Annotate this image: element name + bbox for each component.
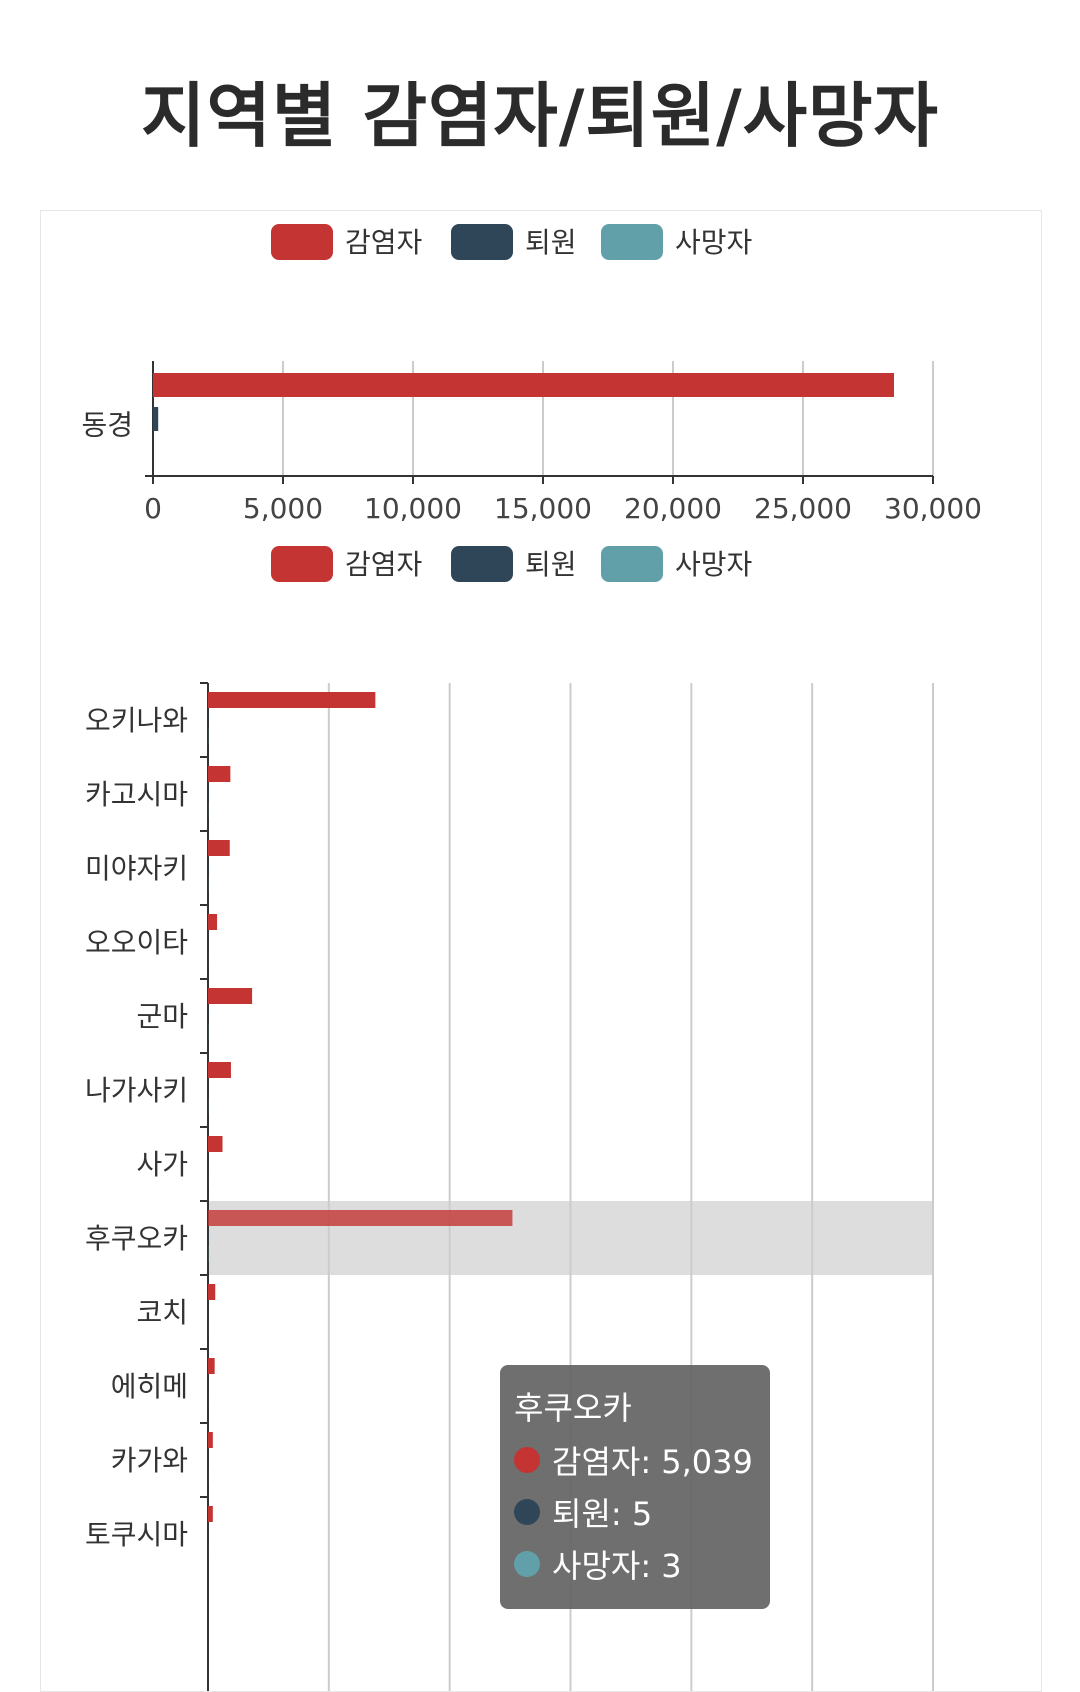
- tooltip-row-infected: 감염자: 5,039: [514, 1437, 753, 1483]
- chart2-bar-감염자: [208, 766, 230, 782]
- legend-swatch-1: [451, 224, 513, 260]
- chart2-category-label: 후쿠오카: [85, 1222, 188, 1255]
- chart2-bar-감염자: [208, 988, 252, 1004]
- chart2-category-label: 군마: [136, 1000, 188, 1033]
- chart2-category-label: 토쿠시마: [85, 1518, 188, 1551]
- chart1-x-tick-label: 15,000: [494, 492, 592, 525]
- tooltip-row-deaths: 사망자: 3: [514, 1541, 682, 1587]
- legend-label-1: 퇴원: [525, 548, 577, 581]
- chart2-category-label: 사가: [136, 1148, 188, 1181]
- chart1-category-label: 동경: [81, 409, 133, 442]
- legend-swatch-2: [601, 546, 663, 582]
- chart2-category-label: 나가사키: [85, 1074, 188, 1107]
- legend-label-2: 사망자: [675, 226, 752, 259]
- chart2-bar-감염자: [208, 1062, 231, 1078]
- chart1-x-tick-label: 10,000: [364, 492, 462, 525]
- legend-label-2: 사망자: [675, 548, 752, 581]
- chart2-bar-감염자: [208, 1136, 223, 1152]
- legend-swatch-2: [601, 224, 663, 260]
- chart1-bar-퇴원: [153, 407, 158, 431]
- legend-swatch-1: [451, 546, 513, 582]
- chart2-bar-감염자: [208, 692, 375, 708]
- chart2-bar-감염자: [208, 1506, 213, 1522]
- chart1-x-tick-label: 25,000: [754, 492, 852, 525]
- legend-swatch-0: [271, 224, 333, 260]
- chart1-x-tick-label: 30,000: [884, 492, 982, 525]
- chart2-category-label: 오오이타: [85, 926, 188, 959]
- chart2-bar-감염자: [208, 1210, 512, 1226]
- chart2-bar-감염자: [208, 1358, 215, 1374]
- tooltip-row-discharged: 퇴원: 5: [514, 1489, 652, 1535]
- tooltip-discharged-label: 퇴원: 5: [552, 1489, 652, 1535]
- chart2-bar-감염자: [208, 840, 230, 856]
- legend-label-1: 퇴원: [525, 226, 577, 259]
- chart2-category-label: 오키나와: [85, 704, 188, 737]
- legend-swatch-0: [271, 546, 333, 582]
- chart2-bar-감염자: [208, 914, 217, 930]
- tooltip-dot-discharged: [514, 1499, 540, 1525]
- page-title: 지역별 감염자/퇴원/사망자: [0, 60, 1080, 161]
- chart1-bar-감염자: [153, 373, 894, 397]
- chart2-category-label: 코치: [136, 1296, 188, 1329]
- chart1-x-tick-label: 20,000: [624, 492, 722, 525]
- tooltip-title: 후쿠오카: [514, 1383, 632, 1429]
- tooltip-infected-label: 감염자: 5,039: [552, 1437, 753, 1483]
- chart2-bar-감염자: [208, 1432, 213, 1448]
- chart2-bar-감염자: [208, 1284, 215, 1300]
- chart1-x-tick-label: 0: [144, 492, 162, 525]
- chart2-category-label: 카고시마: [85, 778, 188, 811]
- chart2-category-label: 에히메: [111, 1370, 188, 1403]
- chart2-category-label: 미야자키: [85, 852, 188, 885]
- legend-label-0: 감염자: [345, 226, 422, 259]
- legend-label-0: 감염자: [345, 548, 422, 581]
- tooltip-deaths-label: 사망자: 3: [552, 1541, 682, 1587]
- chart1-x-tick-label: 5,000: [243, 492, 323, 525]
- chart2-category-label: 카가와: [111, 1444, 188, 1477]
- tooltip: 후쿠오카 감염자: 5,039 퇴원: 5 사망자: 3: [500, 1365, 770, 1609]
- tooltip-dot-deaths: [514, 1551, 540, 1577]
- tooltip-dot-infected: [514, 1447, 540, 1473]
